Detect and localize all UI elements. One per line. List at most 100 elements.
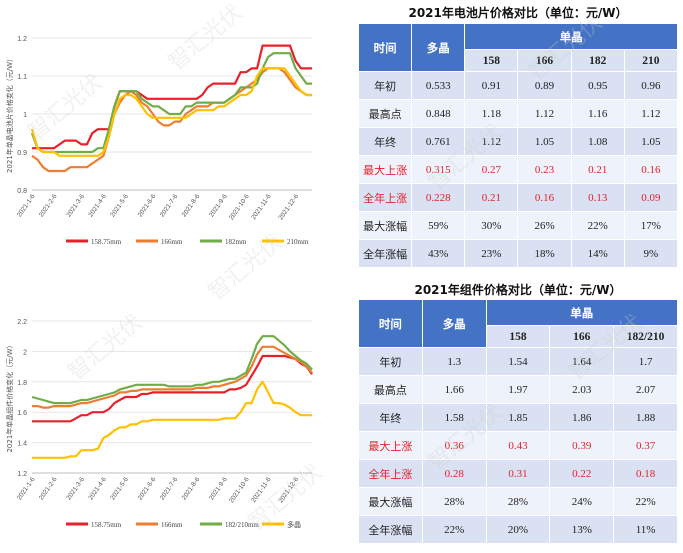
y-tick-label: 2 [23,349,27,356]
x-tick-label: 2021-11-6 [250,193,273,221]
legend-label: 210mm [287,238,309,246]
series-line [30,67,312,157]
table-cell: 0.43 [485,431,551,460]
row-label: 最高点 [357,99,413,128]
x-tick-label: 2021-8-6 [181,476,202,502]
chart-svg: 1.2 1.4 1.6 1.8 2 2.2 2021年单晶组件价格变化（元/W） 2021-1… [5,319,313,529]
table-cell: 0.21 [570,155,625,184]
y-tick-label: 0.9 [17,150,27,157]
table-cell: 1.05 [623,127,679,156]
table-cell: 0.315 [411,155,466,184]
cell-table-title: 2021年电池片价格对比（单位：元/W） [408,6,628,20]
table-cell: 0.18 [613,459,678,488]
table-cell: 1.3 [421,347,487,376]
series-line [32,345,313,409]
table-cell: 0.761 [411,127,466,156]
series-line [31,335,313,405]
table-cell: 0.09 [623,183,679,212]
x-tick-label: 2021-4-6 [87,193,108,219]
row-label: 最大涨幅 [358,487,423,516]
row-label: 年终 [357,127,413,156]
table-cell: 0.37 [613,431,678,460]
table-cell: 11% [613,515,678,544]
header-size: 166 [549,325,615,348]
table-cell: 0.23 [517,155,572,184]
row-label: 年初 [358,347,423,376]
table-cell: 0.16 [517,183,572,212]
table-row: 年初 0.533 0.91 0.89 0.95 0.96 [357,71,679,100]
table-cell: 0.27 [464,155,519,184]
x-tick-label: 2021-7-6 [159,193,180,219]
header-size: 166 [517,49,572,72]
series-line [32,44,312,150]
table-cell: 0.95 [570,71,625,100]
row-label: 最大上涨 [358,431,423,460]
table-cell: 1.97 [485,375,551,404]
legend-label: 多晶 [287,520,301,529]
y-axis-label: 2021年单晶组件价格变化（元/W） [5,341,14,452]
table-cell: 1.58 [421,403,487,432]
table-cell: 1.12 [464,127,519,156]
header-poly: 多晶 [411,23,466,72]
table-cell: 0.36 [421,431,487,460]
x-tick-label: 2021-12-6 [277,476,300,505]
header-poly: 多晶 [421,299,487,348]
legend-label: 166mm [161,238,183,246]
table-cell: 1.05 [517,127,572,156]
table-cell: 1.18 [464,99,519,128]
table-cell: 22% [613,487,678,516]
x-tick-label: 2021-1-6 [16,193,37,219]
legend-label: 182mm [225,238,247,246]
y-tick-label: 1 [23,112,27,119]
table-cell: 17% [623,211,679,240]
table-row: 全年涨幅 43% 23% 18% 14% 9% [357,239,679,268]
table-cell: 0.22 [549,459,615,488]
y-tick-label: 1.8 [17,380,27,387]
x-tick-label: 2021-5-6 [109,476,130,502]
header-size: 158 [485,325,551,348]
header-mono: 单晶 [464,23,678,50]
table-cell: 0.228 [411,183,466,212]
table-row: 全年上涨 0.28 0.31 0.22 0.18 [358,459,678,488]
header-size: 182/210 [613,325,678,348]
table-cell: 20% [485,515,551,544]
header-time: 时间 [358,299,423,348]
series-line [32,354,313,423]
row-label: 全年上涨 [357,183,413,212]
table-cell: 0.31 [485,459,551,488]
table-cell: 22% [421,515,487,544]
x-tick-label: 2021-9-6 [208,476,229,502]
table-cell: 23% [464,239,519,268]
table-row: 年终 0.761 1.12 1.05 1.08 1.05 [357,127,679,156]
module-table-title: 2021年组件价格对比（单位：元/W） [414,283,622,297]
table-cell: 28% [421,487,487,516]
table-cell: 0.39 [549,431,615,460]
row-label: 最高点 [358,375,423,404]
table-cell: 0.848 [411,99,466,128]
table-cell: 0.89 [517,71,572,100]
row-label: 最大涨幅 [357,211,413,240]
module-price-table: 时间 多晶 单晶 158 166 182/210 年初 1.3 1.54 1.64 1.7 最高点 1.… [358,299,679,544]
table-cell: 1.16 [570,99,625,128]
table-cell: 1.85 [485,403,551,432]
table-cell: 0.21 [464,183,519,212]
table-cell: 1.54 [485,347,551,376]
table-row: 最高点 0.848 1.18 1.12 1.16 1.12 [357,99,679,128]
y-axis-label: 2021年单晶电池片价格变化（元/W） [5,55,14,173]
table-cell: 0.13 [570,183,625,212]
table-cell: 1.7 [613,347,678,376]
table-cell: 1.66 [421,375,487,404]
cell-price-chart: 0.8 0.9 1 1.1 1.2 2021年单晶电池片价格变化（元/W） 2021-1-6… [0,0,345,270]
table-row: 最大上涨 0.36 0.43 0.39 0.37 [358,431,678,460]
row-label: 年终 [358,403,423,432]
x-tick-label: 2021-3-6 [65,193,86,219]
table-cell: 1.88 [613,403,678,432]
y-tick-label: 1.2 [17,36,27,43]
header-size: 210 [623,49,679,72]
table-cell: 26% [517,211,572,240]
y-tick-label: 1.1 [17,74,27,81]
y-tick-label: 1.4 [17,441,27,448]
x-tick-label: 2021-4-6 [87,476,108,502]
x-tick-label: 2021-6-6 [137,476,158,502]
table-cell: 1.86 [549,403,615,432]
